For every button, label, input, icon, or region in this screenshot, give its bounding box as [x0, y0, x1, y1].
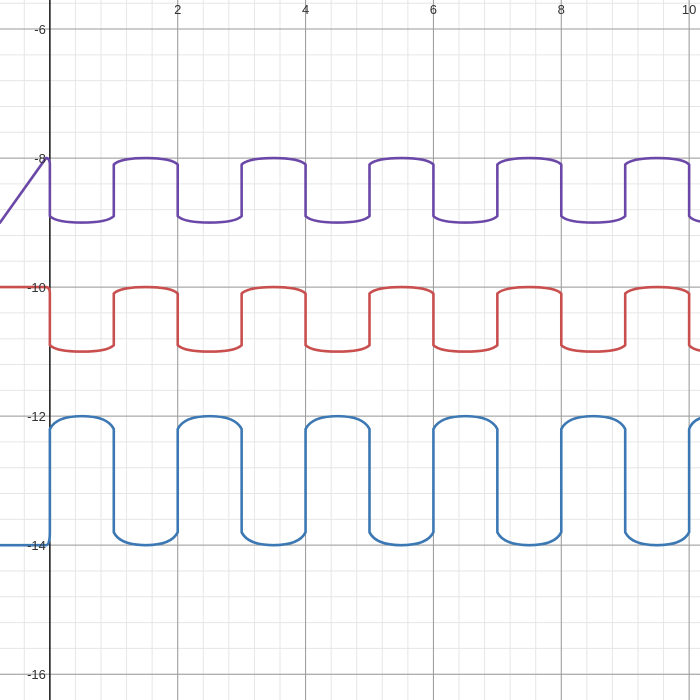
y-tick-label: -12 — [27, 409, 46, 424]
x-tick-label: 8 — [558, 2, 565, 17]
y-tick-label: -14 — [27, 538, 46, 553]
purple-square-wave — [0, 156, 700, 224]
red-square-wave — [0, 285, 700, 353]
x-tick-label: 6 — [430, 2, 437, 17]
tick-labels: 2 4 6 8 10 -6 -8 -10 -12 -14 -16 — [27, 2, 696, 682]
x-tick-label: 10 — [682, 2, 696, 17]
x-tick-label: 2 — [174, 2, 181, 17]
y-tick-label: -8 — [34, 151, 46, 166]
curves — [0, 156, 700, 547]
y-tick-label: -10 — [27, 280, 46, 295]
y-tick-label: -6 — [34, 22, 46, 37]
x-tick-label: 4 — [302, 2, 309, 17]
y-tick-label: -16 — [27, 667, 46, 682]
blue-square-wave — [0, 414, 700, 547]
